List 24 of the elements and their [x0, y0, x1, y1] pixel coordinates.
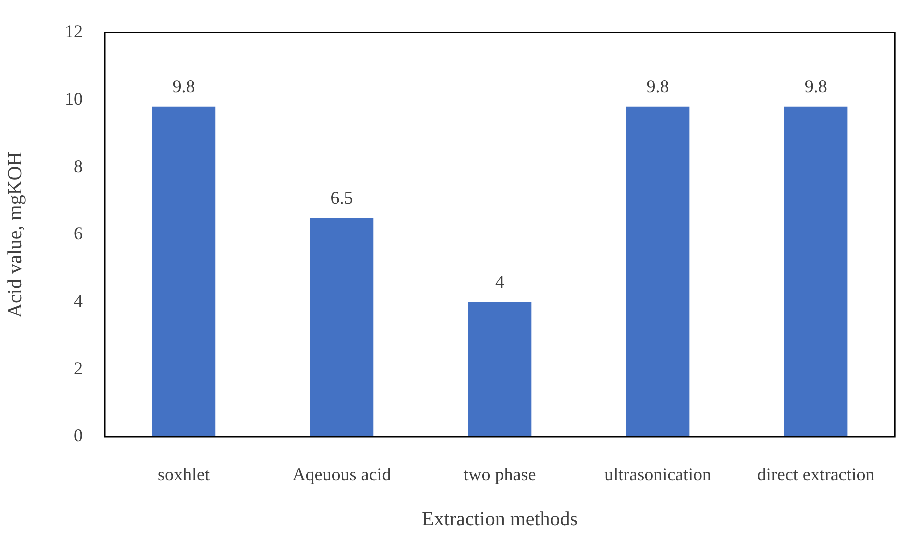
y-tick-label: 8 — [74, 156, 83, 176]
bar — [626, 106, 690, 437]
bar — [784, 106, 848, 437]
bar — [468, 302, 532, 437]
data-label: 9.8 — [172, 76, 196, 97]
x-tick-label: soxhlet — [158, 464, 210, 485]
y-tick-label: 12 — [65, 22, 83, 42]
bar — [310, 218, 374, 437]
y-axis-title: Acid value, mgKOH — [4, 152, 26, 318]
x-tick-label: direct extraction — [757, 464, 875, 485]
y-tick-label: 6 — [74, 224, 83, 244]
y-tick-label: 0 — [74, 426, 83, 446]
data-label: 6.5 — [330, 188, 354, 208]
y-tick-label: 2 — [74, 358, 83, 378]
x-tick-label: ultrasonication — [604, 464, 712, 485]
y-tick-label: 10 — [65, 88, 83, 109]
bar — [152, 106, 216, 437]
y-tick-label: 4 — [74, 291, 83, 311]
data-label: 9.8 — [646, 76, 670, 97]
x-tick-label: Aqeuous acid — [292, 464, 392, 485]
x-tick-label: two phase — [464, 464, 536, 485]
data-label: 9.8 — [804, 76, 828, 97]
data-label: 4 — [496, 272, 505, 292]
x-axis-title: Extraction methods — [422, 508, 578, 530]
